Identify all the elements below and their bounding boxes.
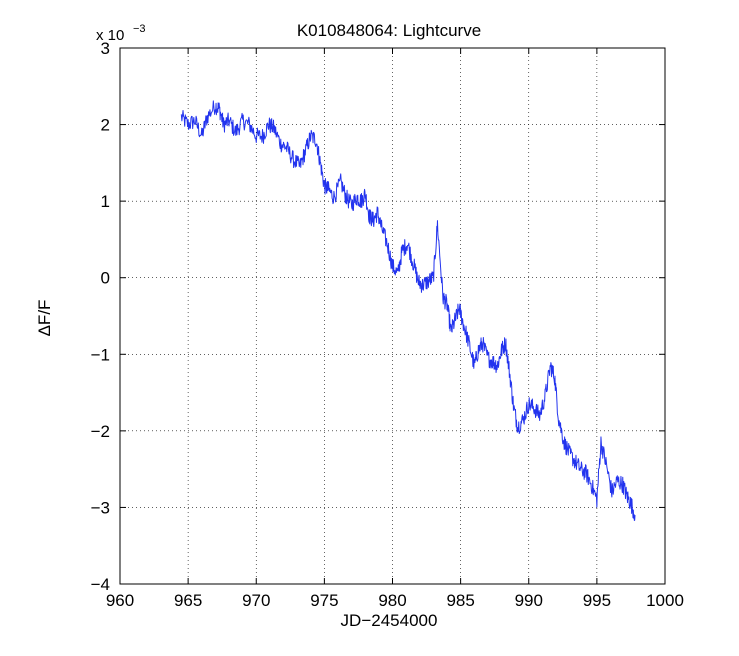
y-exponent-base: x 10 [96, 27, 124, 44]
y-axis-label: ΔF/F [35, 300, 54, 337]
x-tick-label: 960 [106, 591, 134, 610]
x-tick-label: 985 [446, 591, 474, 610]
x-tick-label: 970 [242, 591, 270, 610]
x-tick-label: 975 [310, 591, 338, 610]
y-tick-label: −1 [91, 345, 110, 364]
y-tick-label: 1 [101, 192, 110, 211]
x-tick-label: 980 [378, 591, 406, 610]
x-tick-label: 995 [583, 591, 611, 610]
chart-title: K010848064: Lightcurve [297, 21, 481, 40]
x-tick-label: 990 [515, 591, 543, 610]
grid [120, 48, 665, 584]
y-tick-label: 0 [101, 269, 110, 288]
x-axis-label: JD−2454000 [341, 611, 438, 630]
axis-ticks [119, 47, 666, 585]
y-exponent-power: −3 [133, 23, 146, 35]
x-tick-label: 965 [174, 591, 202, 610]
y-tick-label: −3 [91, 498, 110, 517]
series-line-lightcurve [180, 100, 636, 521]
x-tick-label: 1000 [646, 591, 684, 610]
y-tick-label: −4 [91, 575, 110, 594]
y-tick-label: 2 [101, 116, 110, 135]
y-tick-label: −2 [91, 422, 110, 441]
y-tick-label: 3 [101, 39, 110, 58]
axis-tick-labels: 960 965 970 975 980 985 990 995 1000 −4 −3 −2 −1 0 1 2 3 [91, 39, 684, 610]
